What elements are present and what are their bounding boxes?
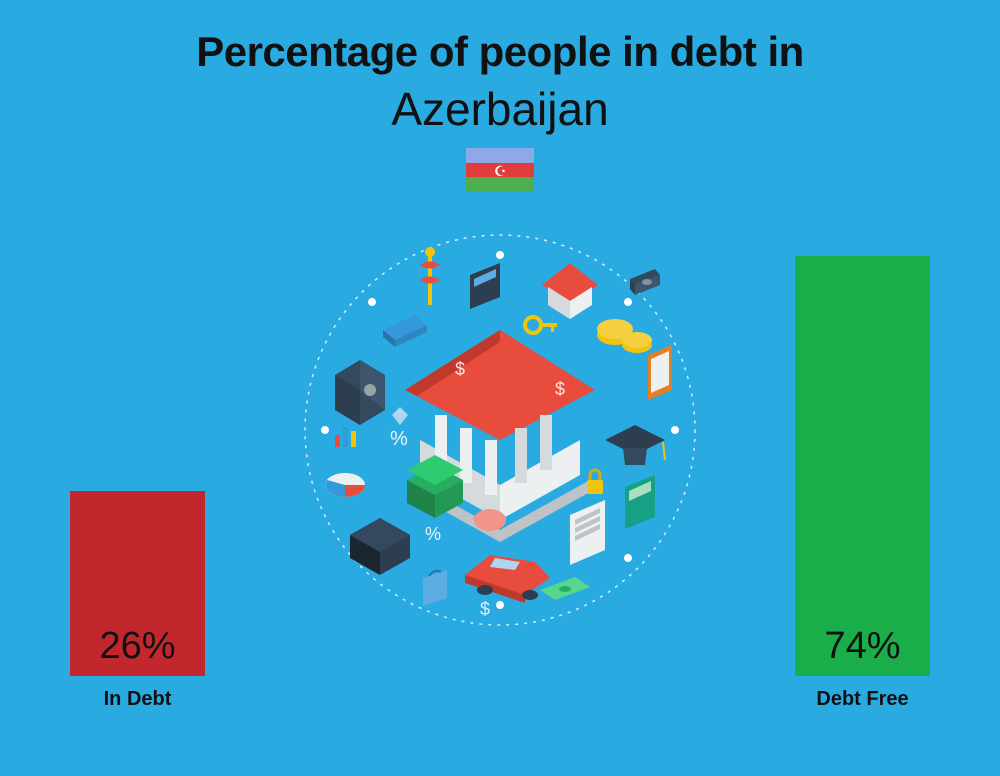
svg-text:$: $ (555, 379, 565, 399)
title-line-1: Percentage of people in debt in (0, 28, 1000, 76)
country-flag: ☪ (466, 148, 534, 192)
flag-emblem: ☪ (494, 164, 507, 178)
finance-illustration: % % $ $ $ (290, 220, 710, 640)
svg-text:$: $ (455, 359, 465, 379)
flag-stripe-3 (466, 177, 534, 192)
title-line-2: Azerbaijan (0, 82, 1000, 136)
bar-debt-free: 74% (795, 256, 930, 676)
bar-debt-free-label: Debt Free (775, 688, 950, 711)
bar-in-debt: 26% (70, 491, 205, 676)
bar-in-debt-value: 26% (70, 625, 205, 668)
bar-debt-free-value: 74% (795, 625, 930, 668)
flag-stripe-1 (466, 148, 534, 163)
svg-text:%: % (390, 428, 408, 450)
bar-in-debt-label: In Debt (50, 688, 225, 711)
svg-text:%: % (425, 524, 441, 544)
svg-text:$: $ (480, 599, 490, 619)
